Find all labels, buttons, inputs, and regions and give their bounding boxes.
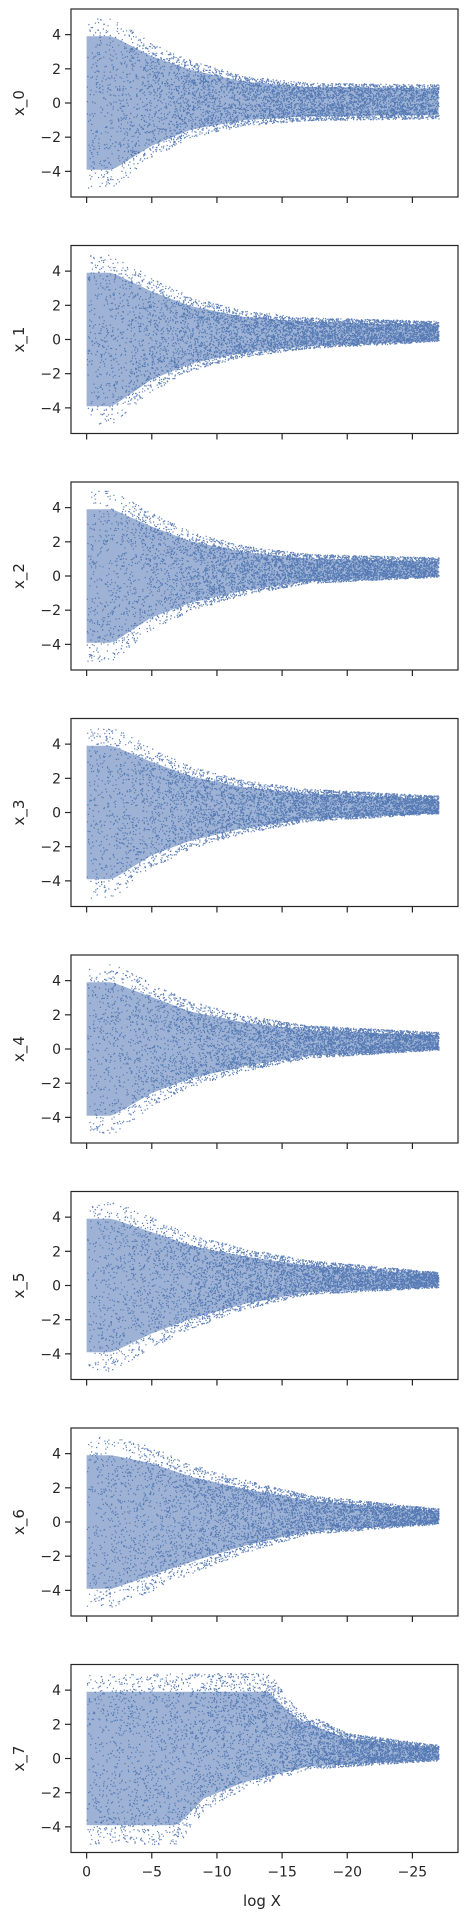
scatter-density <box>86 1455 439 1589</box>
x-tick-label: 0 <box>82 1865 91 1881</box>
panel-x-7: 4 2 0 −2 −4 0 −5 −10 −15 −20 −25 x_7 <box>10 1663 459 1881</box>
y-tick-label: 4 <box>52 1683 61 1699</box>
y-tick-label: 2 <box>52 1717 61 1733</box>
panel-x-5: 4 2 0 −2 −4 x_5 <box>10 1190 459 1386</box>
y-axis-label: x_6 <box>10 1509 29 1535</box>
panel-x-6: 4 2 0 −2 −4 x_6 <box>10 1427 459 1622</box>
y-tick-label: 2 <box>52 771 61 787</box>
y-tick-label: −2 <box>40 1549 61 1565</box>
y-tick-label: −2 <box>40 1786 61 1802</box>
y-tick-label: 2 <box>52 1244 61 1260</box>
y-axis-label: x_2 <box>10 563 29 589</box>
x-tick-label: −10 <box>202 1865 232 1881</box>
y-tick-label: 4 <box>52 28 61 44</box>
y-tick-label: −2 <box>40 840 61 856</box>
scatter-density <box>86 745 439 880</box>
x-axis-label: log X <box>243 1892 281 1910</box>
y-tick-label: 4 <box>52 737 61 753</box>
scatter-density <box>86 1218 439 1353</box>
panel-x-1: 4 2 0 −2 −4 x_1 <box>10 244 459 440</box>
y-tick-label: −2 <box>40 130 61 146</box>
panel-x-3: 4 2 0 −2 −4 x_3 <box>10 717 459 913</box>
y-tick-label: 2 <box>52 1008 61 1024</box>
y-tick-label: 0 <box>52 806 61 822</box>
y-axis-label: x_0 <box>10 90 29 116</box>
y-tick-label: −4 <box>40 1820 61 1836</box>
x-tick-label: −15 <box>267 1865 297 1881</box>
y-tick-label: 0 <box>52 96 61 112</box>
y-axis-label: x_5 <box>10 1273 29 1299</box>
y-tick-label: −4 <box>40 874 61 890</box>
scatter-density <box>86 36 439 170</box>
y-tick-label: 2 <box>52 535 61 551</box>
scatter-density <box>86 509 439 643</box>
x-tick-label: −5 <box>141 1865 162 1881</box>
y-tick-label: 2 <box>52 298 61 314</box>
y-tick-label: 0 <box>52 333 61 349</box>
scatter-density <box>86 272 439 407</box>
y-tick-label: 0 <box>52 1042 61 1058</box>
scatter-density <box>86 982 439 1116</box>
y-tick-label: 0 <box>52 569 61 585</box>
y-axis-label: x_3 <box>10 800 29 826</box>
y-tick-label: −4 <box>40 1110 61 1126</box>
y-tick-label: 4 <box>52 501 61 517</box>
y-tick-label: −4 <box>40 1347 61 1363</box>
panel-x-2: 4 2 0 −2 −4 x_2 <box>10 481 459 676</box>
y-tick-label: 0 <box>52 1279 61 1295</box>
x-tick-label: −20 <box>332 1865 362 1881</box>
y-axis-label: x_7 <box>10 1746 29 1772</box>
y-tick-label: 0 <box>52 1752 61 1768</box>
panel-x-4: 4 2 0 −2 −4 x_4 <box>10 954 459 1149</box>
y-tick-label: 4 <box>52 974 61 990</box>
y-tick-label: 4 <box>52 1447 61 1463</box>
y-tick-label: −2 <box>40 603 61 619</box>
y-tick-label: −4 <box>40 1583 61 1599</box>
y-tick-label: −4 <box>40 637 61 653</box>
y-axis-label: x_1 <box>10 327 29 353</box>
y-tick-label: 4 <box>52 1210 61 1226</box>
scatter-density <box>86 1691 439 1826</box>
y-tick-label: −2 <box>40 1076 61 1092</box>
y-tick-label: 0 <box>52 1515 61 1531</box>
y-tick-label: −2 <box>40 367 61 383</box>
y-tick-label: 2 <box>52 1481 61 1497</box>
x-tick-label: −25 <box>398 1865 428 1881</box>
y-tick-label: −4 <box>40 401 61 417</box>
y-tick-label: −2 <box>40 1313 61 1329</box>
y-tick-label: 2 <box>52 62 61 78</box>
y-tick-label: 4 <box>52 264 61 280</box>
y-tick-label: −4 <box>40 164 61 180</box>
panel-x-0: 4 2 0 −2 −4 x_0 <box>10 8 459 203</box>
y-axis-label: x_4 <box>10 1036 29 1062</box>
